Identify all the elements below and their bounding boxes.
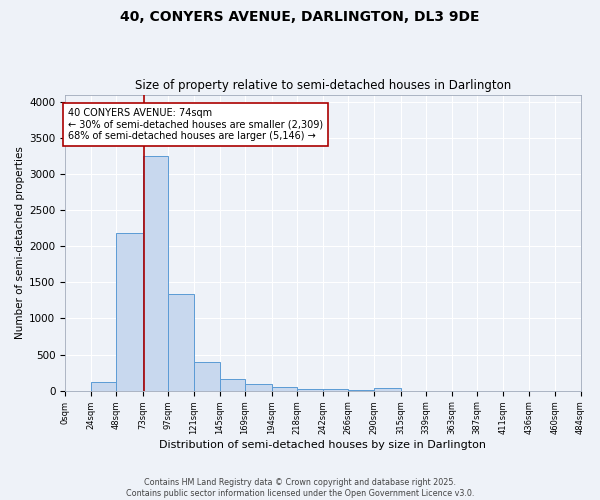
Bar bbox=[272, 386, 297, 390]
Title: Size of property relative to semi-detached houses in Darlington: Size of property relative to semi-detach… bbox=[134, 79, 511, 92]
Bar bbox=[116, 233, 143, 390]
Bar bbox=[220, 379, 245, 390]
X-axis label: Distribution of semi-detached houses by size in Darlington: Distribution of semi-detached houses by … bbox=[160, 440, 487, 450]
Bar bbox=[91, 382, 116, 390]
Y-axis label: Number of semi-detached properties: Number of semi-detached properties bbox=[15, 146, 25, 339]
Text: Contains HM Land Registry data © Crown copyright and database right 2025.
Contai: Contains HM Land Registry data © Crown c… bbox=[126, 478, 474, 498]
Bar bbox=[169, 294, 194, 390]
Bar bbox=[194, 362, 220, 390]
Bar bbox=[374, 388, 401, 390]
Bar bbox=[143, 156, 169, 390]
Text: 40 CONYERS AVENUE: 74sqm
← 30% of semi-detached houses are smaller (2,309)
68% o: 40 CONYERS AVENUE: 74sqm ← 30% of semi-d… bbox=[68, 108, 323, 141]
Text: 40, CONYERS AVENUE, DARLINGTON, DL3 9DE: 40, CONYERS AVENUE, DARLINGTON, DL3 9DE bbox=[120, 10, 480, 24]
Bar bbox=[245, 384, 272, 390]
Bar bbox=[297, 388, 323, 390]
